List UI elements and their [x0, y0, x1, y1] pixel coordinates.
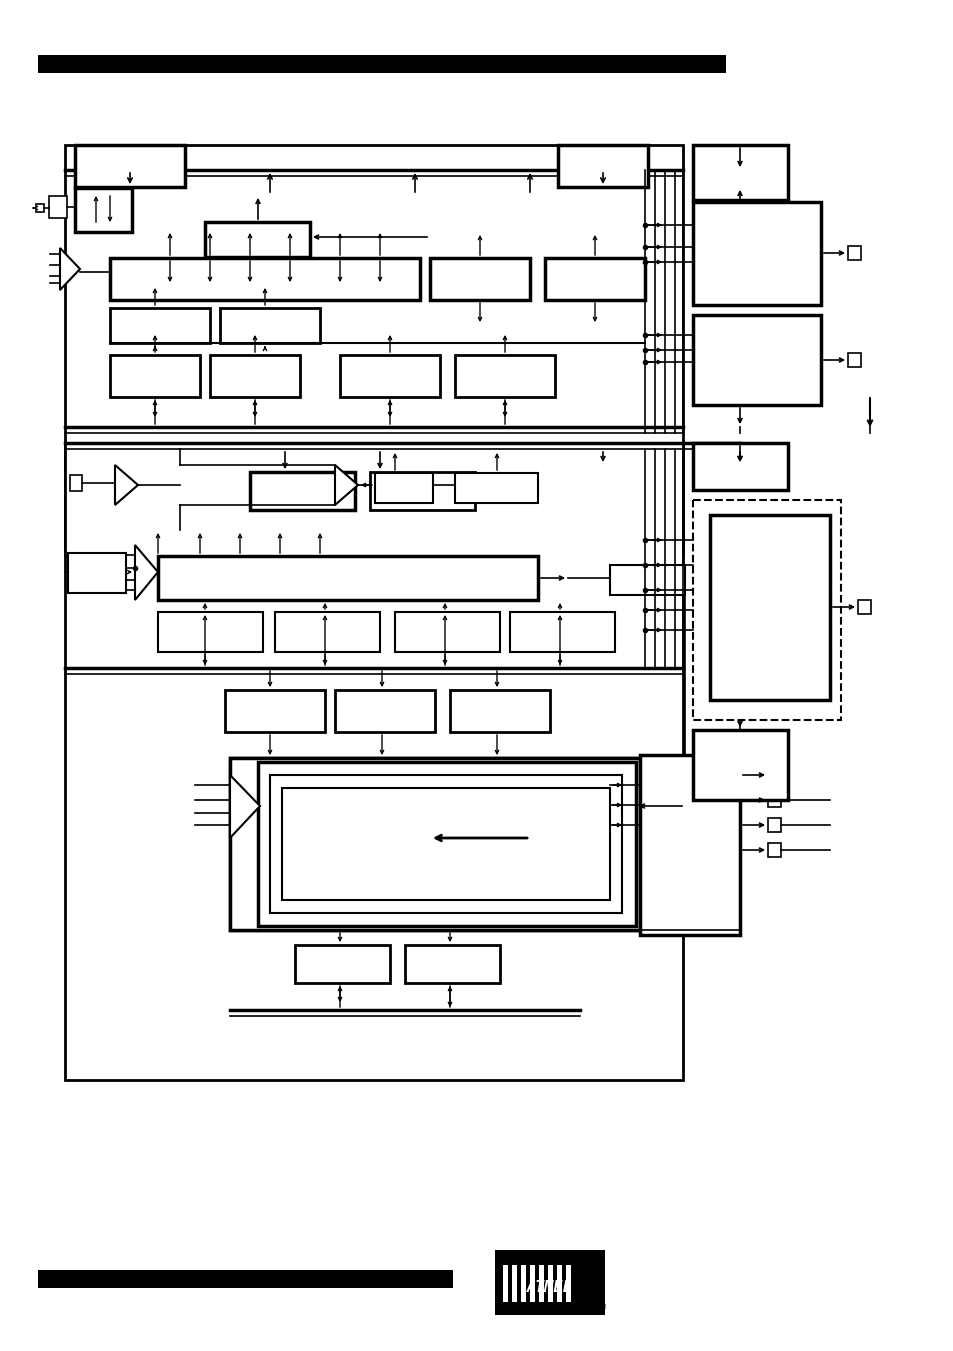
Bar [38, 55, 725, 73]
Bar [49, 196, 67, 218]
Bar [65, 443, 682, 1079]
Bar [110, 355, 200, 397]
Bar [225, 690, 325, 732]
Bar [692, 500, 841, 720]
Bar [530, 1262, 535, 1302]
Polygon shape [335, 465, 357, 505]
Bar [639, 755, 740, 935]
Bar [38, 1270, 453, 1288]
Bar [544, 258, 644, 300]
Bar [70, 476, 82, 490]
Polygon shape [115, 465, 138, 505]
Bar [65, 145, 682, 555]
Bar [557, 1262, 561, 1302]
Bar [495, 1250, 604, 1315]
Bar [230, 758, 639, 929]
Bar [75, 188, 132, 232]
Bar [210, 355, 299, 397]
Bar [339, 355, 439, 397]
Bar [520, 1262, 525, 1302]
Bar [847, 246, 861, 259]
Bar [499, 1252, 595, 1265]
Bar [767, 767, 781, 782]
Bar [709, 515, 829, 700]
Bar [294, 944, 390, 984]
Bar [75, 145, 185, 186]
Bar [257, 762, 636, 925]
Bar [270, 775, 621, 913]
Bar [512, 1262, 517, 1302]
Bar [158, 612, 263, 653]
Bar [692, 203, 821, 305]
Bar [692, 145, 787, 200]
Bar [538, 1262, 543, 1302]
Bar [510, 612, 615, 653]
Bar [220, 308, 319, 343]
Bar [455, 355, 555, 397]
Bar [857, 600, 870, 613]
Bar [558, 145, 647, 186]
Polygon shape [230, 775, 260, 838]
Bar [565, 1262, 571, 1302]
Bar [692, 443, 787, 490]
Bar [375, 473, 433, 503]
Bar [609, 565, 684, 594]
Text: ®: ® [598, 1304, 606, 1313]
Bar [767, 817, 781, 832]
Bar [282, 788, 609, 900]
Bar [205, 222, 310, 257]
Bar [692, 730, 787, 800]
Bar [430, 258, 530, 300]
Bar [230, 758, 639, 929]
Bar [767, 793, 781, 807]
Polygon shape [135, 544, 158, 600]
Bar [405, 944, 499, 984]
Bar [370, 471, 475, 509]
Bar [692, 315, 821, 405]
Bar [274, 612, 379, 653]
Bar [110, 258, 419, 300]
Bar [455, 473, 537, 503]
Bar [502, 1262, 507, 1302]
Bar [335, 690, 435, 732]
Bar [767, 843, 781, 857]
Bar [68, 553, 126, 593]
Bar [547, 1262, 553, 1302]
Bar [450, 690, 550, 732]
Bar [158, 557, 537, 600]
Polygon shape [60, 249, 80, 290]
Bar [36, 204, 44, 212]
Text: ATMEL: ATMEL [527, 1279, 572, 1294]
Bar [847, 353, 861, 367]
Bar [250, 471, 355, 509]
Bar [110, 308, 210, 343]
Bar [395, 612, 499, 653]
